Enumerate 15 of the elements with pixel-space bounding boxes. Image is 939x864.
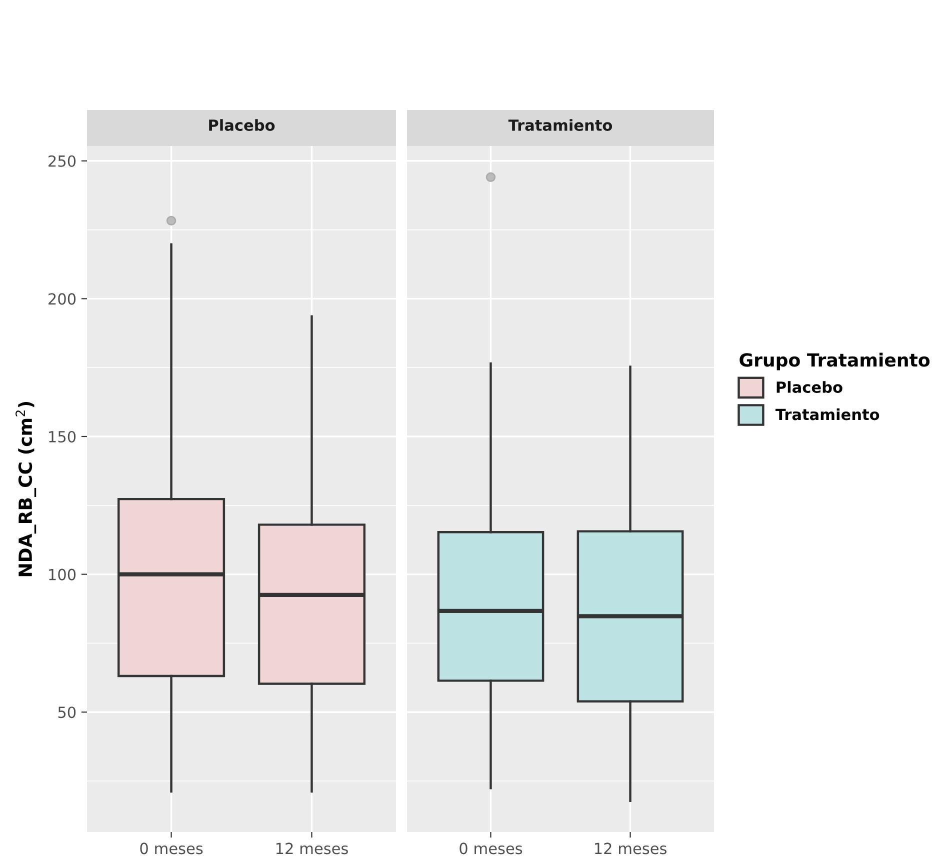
y-tick-label: 50 [58,706,76,718]
y-tick-label: 250 [48,155,76,167]
legend-title: Grupo Tratamiento [740,352,930,370]
x-tick-label: 0 meses [460,842,522,854]
legend-label: Placebo [776,381,842,393]
y-axis-title: NDA_RB_CC (cm$^{2}$) [16,402,36,576]
x-tick-label: 0 meses [140,842,203,854]
x-tick-label: 12 meses [276,842,348,854]
chart-title: Tratamiento [508,119,612,131]
x-tick-label: 12 meses [595,842,666,854]
y-tick-label: 100 [49,568,76,580]
legend-label: Tratamiento [775,408,880,420]
y-tick-label: 200 [48,293,76,305]
y-tick-label: 150 [49,430,76,443]
chart-title: Placebo [209,119,275,131]
